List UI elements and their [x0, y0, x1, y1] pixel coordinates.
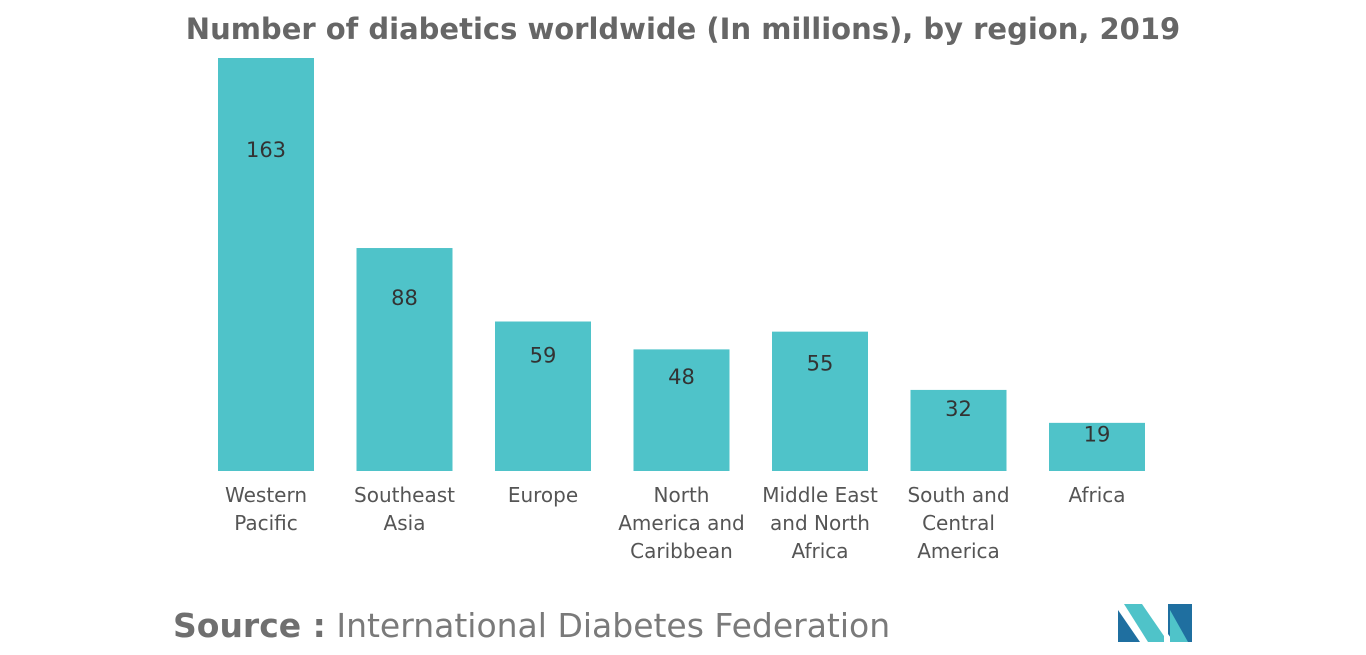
logo-shape-left: [1118, 610, 1140, 642]
category-label-line: Central: [922, 511, 995, 535]
data-label-6: 19: [1084, 422, 1111, 446]
data-label-5: 32: [945, 397, 972, 421]
source-text: International Diabetes Federation: [325, 606, 891, 645]
source-line: Source : International Diabetes Federati…: [173, 606, 890, 645]
category-label-line: Middle East: [762, 483, 878, 507]
category-label-line: South and: [907, 483, 1009, 507]
data-label-3: 48: [668, 365, 695, 389]
data-label-1: 88: [391, 286, 418, 310]
category-label-line: Western: [225, 483, 307, 507]
category-label-line: America and: [618, 511, 744, 535]
category-label-line: and North: [770, 511, 870, 535]
bar-3: [633, 349, 730, 471]
category-label-line: Africa: [791, 539, 848, 563]
bar-5: [910, 389, 1007, 471]
data-label-4: 55: [807, 351, 834, 375]
category-label-line: Pacific: [234, 511, 298, 535]
category-label-2: Europe: [508, 483, 578, 507]
source-label: Source :: [173, 606, 326, 645]
category-label-line: Southeast: [354, 483, 455, 507]
category-label-line: North: [654, 483, 710, 507]
category-label-line: America: [917, 539, 1000, 563]
bar-4: [772, 331, 868, 471]
category-label-line: Asia: [384, 511, 426, 535]
category-label-line: Europe: [508, 483, 578, 507]
bar-6: [1049, 422, 1145, 471]
chart-title: Number of diabetics worldwide (In millio…: [185, 12, 1181, 46]
category-label-6: Africa: [1068, 483, 1125, 507]
logo-shape-accent: [1170, 610, 1188, 642]
category-label-4: Middle East and North Africa: [762, 483, 878, 563]
category-label-line: Africa: [1068, 483, 1125, 507]
bar-1: [356, 248, 453, 471]
category-label-1: Southeast Asia: [354, 483, 455, 535]
data-label-0: 163: [246, 138, 286, 162]
category-label-3: North America and Caribbean: [618, 483, 744, 563]
bar-0: [218, 58, 314, 471]
data-label-2: 59: [530, 343, 557, 367]
mordor-logo-icon: [1118, 604, 1192, 642]
category-label-line: Caribbean: [630, 539, 733, 563]
bar-2: [495, 321, 591, 471]
category-label-5: South and Central America: [907, 483, 1009, 563]
bar-chart: 163 Western Pacific 88 Southeast Asia 59 Europe…: [218, 58, 1145, 563]
category-label-0: Western Pacific: [225, 483, 307, 535]
logo-shape-mid: [1124, 604, 1164, 642]
